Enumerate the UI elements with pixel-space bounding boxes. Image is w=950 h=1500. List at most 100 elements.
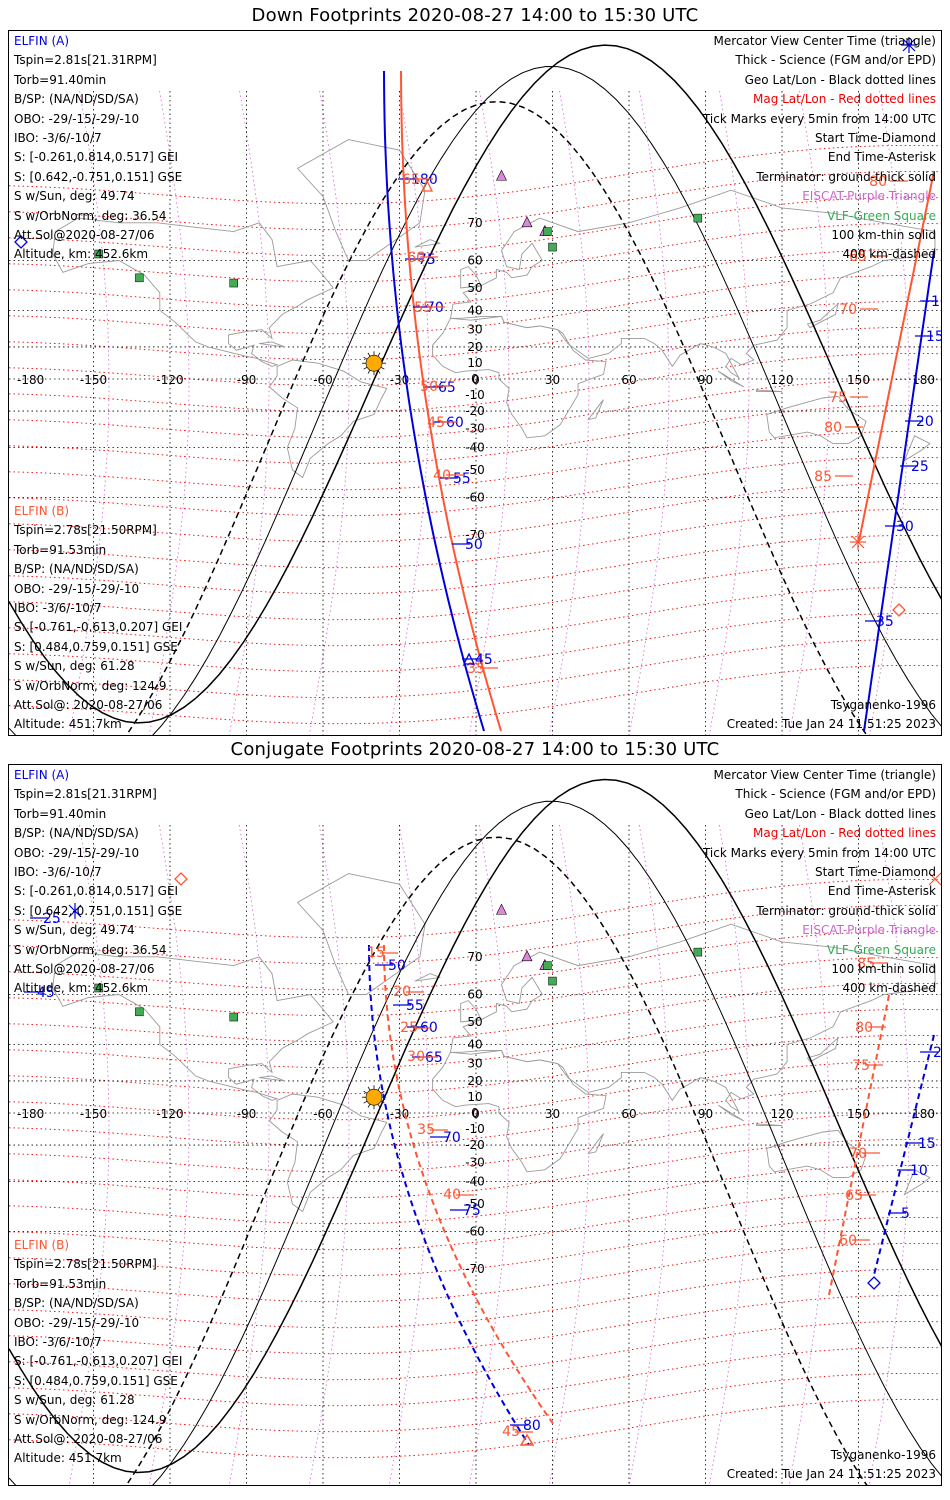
elfin-a-tick-label: 35 [876, 614, 894, 630]
lat-label: 20 [467, 340, 482, 354]
elfin-a-line: IBO: -3/6/-10/7 [14, 864, 102, 879]
elfin-b-tick-label: 15 [367, 945, 385, 961]
elfin-a-line: OBO: -29/-15/-29/-10 [14, 111, 140, 126]
coastline [718, 1104, 745, 1122]
legend-item: Start Time-Diamond [814, 130, 936, 145]
coastline [268, 1093, 388, 1213]
sun-ray [380, 366, 385, 370]
elfin-b-tick-label: 85 [814, 469, 832, 485]
coastline [806, 1036, 839, 1063]
legend-item: EISCAT-Purple Triangle [802, 189, 936, 204]
lat-label: -70 [465, 1262, 485, 1276]
lon-label: -30 [390, 373, 410, 387]
coastline [268, 359, 388, 479]
coastline [52, 951, 334, 1101]
lon-label: 150 [847, 373, 870, 387]
lat-label: 10 [467, 356, 482, 370]
lat-label: 60 [467, 987, 482, 1001]
sun-ray [380, 356, 385, 360]
lat-label: 60 [467, 253, 482, 267]
elfin-a-line: S: [0.642,-0.751,0.151] GSE [14, 169, 183, 184]
elfin-b-tick-label: 80 [855, 1020, 873, 1036]
coastline [259, 341, 285, 348]
elfin-a-tick-label: 80 [523, 1418, 541, 1434]
sun-ray [363, 1100, 368, 1104]
coastline [766, 1129, 867, 1179]
legend-item: End Time-Asterisk [827, 884, 936, 899]
lat-label: -60 [465, 1225, 485, 1239]
panel-title-down: Down Footprints 2020-08-27 14:00 to 15:3… [251, 5, 699, 26]
elfin-b-line: Torb=91.53min [14, 1276, 107, 1291]
legend-item: Mag Lat/Lon - Red dotted lines [752, 92, 936, 107]
elfin-b-name: ELFIN (B) [14, 504, 70, 518]
lon-label: -150 [80, 373, 107, 387]
sun-icon [365, 354, 383, 372]
mag-lon-line [868, 90, 910, 735]
elfin-b-line: S w/OrbNorm, deg: 124.9 [14, 678, 167, 693]
created-label: Created: Tue Jan 24 11:51:25 2023 [726, 717, 936, 731]
lon-label: -180 [17, 1107, 44, 1121]
coastline [296, 873, 426, 995]
elfin-a-tick-label: 15 [918, 1136, 936, 1152]
elfin-a-end-asterisk [901, 37, 917, 53]
elfin-b-start-diamond [892, 603, 906, 617]
elfin-a-name: ELFIN (A) [14, 34, 70, 48]
eiscat-marker [496, 169, 507, 181]
elfin-a-name: ELFIN (A) [14, 768, 70, 782]
elfin-b-line: OBO: -29/-15/-29/-10 [14, 1315, 140, 1330]
elfin-a-line: Tspin=2.81s[21.31RPM] [14, 787, 157, 802]
lat-label: -20 [465, 1138, 485, 1152]
elfin-a-track [383, 70, 485, 732]
coastline [414, 239, 441, 248]
elfin-a-line: Att.Sol@2020-08-27/06 [14, 227, 155, 242]
mag-lon-line [308, 824, 350, 1485]
coastline [432, 315, 607, 439]
elfin-a-line: Att.Sol@2020-08-27/06 [14, 961, 155, 976]
coastline [414, 973, 441, 982]
coastline [756, 389, 783, 393]
elfin-a-tick-label: 70 [443, 1130, 461, 1146]
lat-label: 0 [471, 372, 479, 386]
lat-label: 40 [467, 1037, 482, 1051]
mag-lon-line [788, 90, 830, 735]
elfin-b-line: Tspin=2.78s[21.50RPM] [14, 1257, 157, 1272]
legend-item: 400 km-dashed [842, 247, 936, 262]
legend-item: Geo Lat/Lon - Black dotted lines [744, 806, 936, 821]
elfin-b-center-triangle [519, 1433, 535, 1446]
lat-label: -30 [465, 421, 485, 435]
vlf-marker [693, 947, 703, 957]
elfin-a-line: Torb=91.40min [14, 72, 107, 87]
elfin-a-tick-label: 70 [426, 300, 444, 316]
elfin-b-line: S w/Sun, deg: 61.28 [14, 659, 135, 674]
elfin-b-line: S w/Sun, deg: 61.28 [14, 1393, 135, 1408]
elfin-b-tick-label: 80 [869, 174, 887, 190]
legend-item: 400 km-dashed [842, 981, 936, 996]
coastline [718, 370, 745, 388]
lon-label: -60 [313, 1107, 333, 1121]
lat-label: 20 [467, 1074, 482, 1088]
elfin-b-tick-label: 30 [407, 1049, 425, 1065]
mag-lon-line [148, 824, 190, 1485]
elfin-b-tick-label: 65 [402, 172, 420, 188]
elfin-b-tick-label: 75 [829, 390, 847, 406]
mag-lon-line [868, 824, 910, 1485]
elfin-b-line: Att.Sol@: 2020-08-27/06 [14, 697, 163, 712]
coastline [259, 1075, 285, 1082]
model-label: Tsyganenko-1996 [830, 1448, 936, 1462]
vlf-marker [94, 983, 103, 993]
elfin-a-tick-label: 65 [425, 1050, 443, 1066]
lon-label: 180 [912, 1107, 935, 1121]
down-map-svg: -180 -150 -120 -90 -60 -30 0 30 60 90 120 150 180 70 6… [9, 37, 941, 735]
legend-item: Tick Marks every 5min from 14:00 UTC [702, 111, 936, 126]
elfin-a-line: Tspin=2.81s[21.31RPM] [14, 53, 157, 68]
coastline [432, 1049, 607, 1173]
elfin-b-line: S: [-0.761,-0.613,0.207] GEI [14, 620, 183, 635]
elfin-a-tick-label: 30 [896, 519, 914, 535]
mag-lon-line [628, 824, 670, 1485]
elfin-a-info: ELFIN (A) Tspin=2.81s[21.31RPM] Torb=91.… [14, 32, 182, 265]
elfin-a-track-east [873, 1034, 935, 1276]
mag-lon-line [308, 90, 350, 735]
elfin-b-track-east [828, 994, 890, 1296]
elfin-b-tick-label: 70 [839, 302, 857, 318]
legend-item: Terminator: ground-thick solid [756, 903, 936, 918]
